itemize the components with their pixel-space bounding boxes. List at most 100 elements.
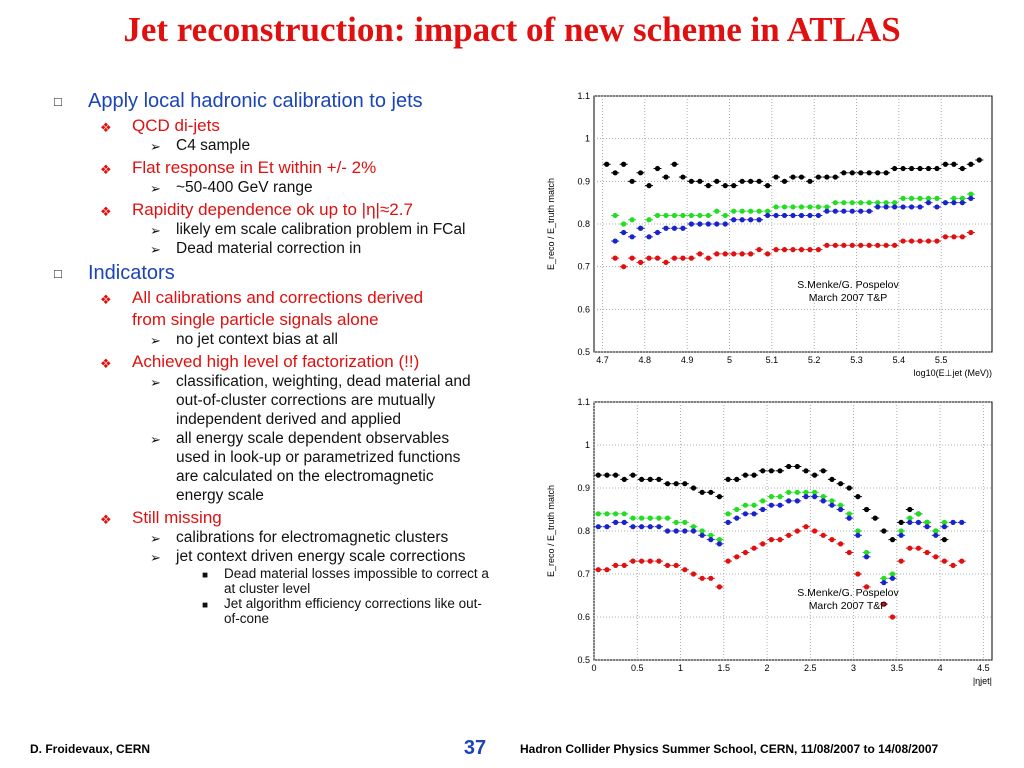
bullet-text: Jet algorithm efficiency corrections lik… [224,596,482,611]
data-point [841,200,847,206]
data-point [794,463,800,470]
data-point [875,204,881,210]
bullet-text: at cluster level [224,581,311,596]
data-point [716,584,723,590]
data-point [638,558,645,564]
bullet-item: ➢ all energy scale dependent observables [52,429,552,448]
data-point [858,242,864,248]
data-point [663,212,669,219]
data-point [872,515,878,521]
data-point [820,532,826,538]
bullet-text: are calculated on the electromagnetic [176,468,434,485]
bullet-item: ➢ classification, weighting, dead materia… [52,372,552,391]
data-point [621,511,627,517]
data-point [832,208,838,214]
data-point [933,532,939,538]
data-point [699,532,705,538]
data-point [881,575,887,581]
data-point [604,472,610,478]
data-point [832,200,838,206]
data-point [829,498,835,504]
bullet-text: used in look-up or parametrized function… [176,449,461,466]
data-point [798,174,805,180]
bullet-item: ➢ jet context driven energy scale correct… [52,547,552,566]
data-point [798,204,805,210]
data-point [849,170,855,176]
data-point [934,238,940,244]
data-point [951,195,957,201]
bullet-marker-icon: ❖ [100,512,112,527]
bullet-text: Indicators [88,262,175,284]
data-point [688,212,694,219]
data-point [613,562,619,568]
data-point [613,472,619,478]
data-point [764,212,771,219]
data-point [629,234,635,240]
data-point [621,229,627,236]
bullet-marker-icon: ❖ [100,162,112,177]
bullet-marker-icon: ➢ [150,139,161,154]
data-point [846,515,852,521]
data-point [849,200,855,206]
data-point [837,541,844,547]
data-point [760,468,766,474]
data-point [786,498,792,504]
data-point [889,571,896,577]
data-point [690,524,697,530]
data-point [908,165,915,172]
data-point [646,183,652,189]
data-point [768,537,774,543]
bullet-item: at cluster level [52,581,552,596]
data-point [898,532,904,538]
data-point [705,212,711,219]
data-point [820,468,826,474]
data-point [883,204,889,210]
data-point [807,178,813,184]
data-point [924,519,930,525]
bullet-text: independent derived and applied [176,411,401,428]
y-tick-label: 0.7 [577,262,590,272]
data-point [682,567,688,573]
data-point [942,161,949,167]
data-point [812,494,818,500]
data-point [900,204,906,210]
x-tick-label: 2 [765,663,770,673]
bullet-text: of-cone [224,611,270,626]
data-point [716,494,723,500]
bullet-item: energy scale [52,486,552,505]
bullet-marker-icon: ❖ [100,204,112,219]
data-point [863,506,870,513]
data-point [807,247,813,253]
bullet-text: energy scale [176,487,264,504]
data-point [734,554,740,560]
y-tick-label: 0.8 [577,526,590,536]
data-point [751,545,757,551]
data-point [751,502,757,508]
data-point [705,183,711,189]
data-point [794,528,800,534]
data-point [764,208,771,214]
bullet-item: ■ Jet algorithm efficiency corrections li… [52,596,552,611]
data-point [794,498,800,504]
data-point [734,506,740,513]
data-point [604,511,610,517]
bullet-item: ➢ likely em scale calibration problem in … [52,220,552,239]
data-point [699,489,705,495]
data-point [742,549,749,556]
x-tick-label: 1.5 [718,663,731,673]
data-point [837,506,844,513]
bullet-marker-icon: ■ [202,600,209,611]
data-point [663,225,669,231]
data-point [900,238,906,244]
data-point [697,221,703,227]
bullet-text: no jet context bias at all [176,331,338,348]
data-point [664,481,671,487]
data-point [837,502,844,508]
data-point [722,251,728,257]
bullet-text: Dead material correction in [176,240,362,257]
data-point [841,208,847,214]
x-tick-label: 4.5 [977,663,990,673]
data-point [646,255,652,261]
data-point [716,537,723,543]
data-point [803,489,809,495]
